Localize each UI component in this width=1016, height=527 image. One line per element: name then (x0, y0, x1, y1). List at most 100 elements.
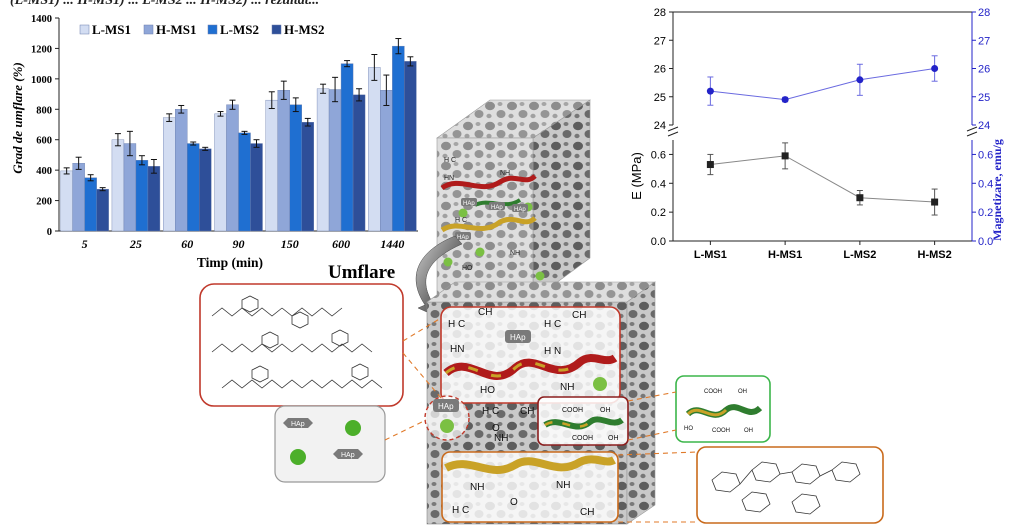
bar-L-MS2 (187, 143, 200, 232)
cube-hap-1: HAp (463, 201, 475, 207)
e-point (856, 194, 864, 202)
bar-L-MS1 (214, 113, 227, 232)
right-upper-tick-label: 27 (978, 35, 990, 47)
e-series-line (710, 155, 935, 203)
swelling-y-tick-label: 600 (36, 136, 52, 147)
left-lower-tick-label: 0.4 (651, 178, 666, 190)
component-legend-box: HAp HAp (274, 405, 386, 483)
mid-h3c: H C (482, 406, 499, 417)
swelling-x-tick-label: 1440 (380, 237, 404, 251)
swelling-y-axis-title: Grad de umflare (%) (10, 62, 25, 174)
legend-box-hap-2: HAp (341, 452, 355, 459)
magnet-point (856, 76, 864, 84)
red-frame-ch3-right: CH (572, 310, 586, 321)
magnet-point (781, 96, 789, 104)
orange-frame-nh-1: NH (470, 482, 484, 493)
red-frame-h3c-right: H C (544, 319, 561, 330)
cube-chem-4: H C (455, 217, 467, 224)
legend-label: L-MS1 (92, 22, 131, 37)
swelling-x-tick-label: 5 (82, 237, 88, 251)
red-frame-ch3-left: CH (478, 307, 492, 318)
x-tick-label: L-MS2 (843, 249, 876, 261)
left-upper-tick-label: 25 (654, 92, 666, 104)
bar-L-MS2 (238, 132, 251, 232)
e-point (931, 198, 939, 206)
swelling-x-tick-label: 25 (129, 237, 142, 251)
red-frame-hap: HAp (510, 333, 526, 342)
legend-label: H-MS1 (156, 22, 196, 37)
legend-swatch (207, 24, 218, 35)
orange-frame-h3c: H C (452, 505, 469, 516)
swelling-title: Umflare (328, 262, 395, 283)
right-lower-tick-label: 0.2 (978, 207, 993, 219)
legend-swatch (143, 24, 154, 35)
bar-H-MS1 (123, 143, 137, 232)
cube-chem-6: NH (510, 250, 520, 257)
polysaccharide-structure-box (696, 446, 884, 524)
axis-break-mark (667, 126, 679, 132)
cube-chem-3: NH (500, 170, 510, 177)
peptide-structure-box (199, 283, 404, 407)
green-box-oh-2: OH (744, 428, 753, 434)
red-frame-nh: NH (560, 382, 574, 393)
cube-chem-5: HO (462, 265, 473, 272)
green-box-ho: HO (684, 426, 693, 432)
cube-chem-1: H C (444, 157, 456, 164)
swelling-x-tick-label: 90 (233, 237, 245, 251)
bar-H-MS1 (226, 104, 239, 232)
small-frame-oh-1: OH (600, 407, 611, 414)
mid-o: O (492, 423, 500, 434)
red-frame-ho: HO (480, 385, 495, 396)
left-upper-tick-label: 27 (654, 35, 666, 47)
bar-L-MS2 (392, 45, 405, 232)
swelling-y-tick-label: 1000 (31, 75, 52, 86)
bar-H-MS2 (199, 148, 212, 232)
bar-H-MS1 (72, 163, 85, 232)
axis-break-mark (667, 131, 679, 137)
scaffold-cube-illustration: HAp HAp HAp HAp H C HN NH H C HO NH (436, 99, 591, 301)
legend-swatch (271, 24, 282, 35)
swelling-x-tick-label: 60 (181, 237, 193, 251)
orange-frame-ch3: CH (580, 507, 594, 518)
x-tick-label: H-MS1 (768, 249, 802, 261)
top-caption: (L-MS1) ... H-MS1) ... L-MS2 ... H-MS2) … (10, 0, 319, 8)
right-upper-tick-label: 28 (978, 7, 990, 19)
green-box-cooh-2: COOH (712, 428, 730, 434)
bar-L-MS1 (60, 170, 73, 232)
magnet-point (931, 65, 939, 72)
bar-L-MS2 (135, 160, 149, 232)
orange-frame-o: O (510, 497, 518, 508)
magnet-series-line (710, 68, 935, 101)
bar-H-MS1 (277, 90, 290, 232)
x-tick-label: H-MS2 (918, 249, 952, 261)
axis-break-mark (966, 131, 978, 137)
circle-hap: HAp (438, 402, 454, 411)
left-upper-tick-label: 24 (654, 120, 666, 132)
swelling-bar-chart: 0 200 400 600 800 1000 1200 1400 5 25 60 90 150 600 14… (10, 14, 418, 270)
bar-H-MS2 (250, 143, 263, 232)
bar-H-MS2 (301, 122, 314, 232)
green-box-cooh-1: COOH (704, 389, 722, 395)
bar-H-MS2 (404, 61, 417, 232)
legend-box-hap-1: HAp (291, 421, 305, 428)
right-lower-tick-label: 0.6 (978, 149, 993, 161)
bar-L-MS1 (111, 139, 125, 232)
left-lower-tick-label: 0.0 (651, 236, 666, 248)
right-upper-tick-label: 24 (978, 120, 990, 132)
bar-L-MS1 (265, 99, 278, 232)
bar-H-MS2 (147, 166, 161, 232)
cube-chem-2: HN (444, 175, 454, 182)
cube-hap-3: HAp (514, 207, 526, 213)
orange-frame-nh-2: NH (556, 480, 570, 491)
cube-hap-4: HAp (457, 235, 469, 241)
magnet-point (706, 87, 714, 95)
swelling-y-tick-label: 800 (36, 105, 52, 116)
right-lower-tick-label: 0.4 (978, 178, 993, 190)
left-lower-tick-label: 0.6 (651, 149, 666, 161)
mid-nh: NH (494, 433, 508, 444)
e-point (706, 161, 714, 169)
green-box-oh-1: OH (738, 389, 747, 395)
right-lower-tick-label: 0.0 (978, 236, 993, 248)
bar-L-MS2 (84, 177, 97, 232)
legend-swatch (79, 24, 90, 35)
